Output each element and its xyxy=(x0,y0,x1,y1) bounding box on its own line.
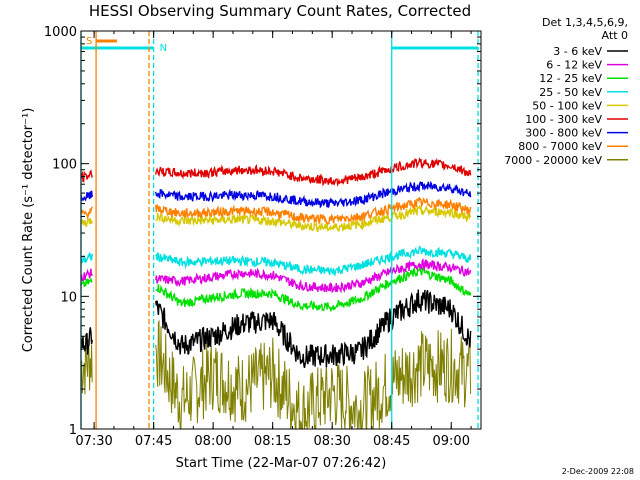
legend-label: 3 - 6 keV xyxy=(553,45,602,58)
legend-label: 800 - 7000 keV xyxy=(518,140,602,153)
series-line xyxy=(80,204,472,233)
saa-flag-label: S xyxy=(86,36,92,47)
x-tick-label: 08:15 xyxy=(254,434,291,449)
y-tick-label: 1000 xyxy=(44,25,77,40)
legend-label: 100 - 300 keV xyxy=(525,113,602,126)
y-tick-label: 1 xyxy=(69,423,77,438)
legend-header-line-2: Att 0 xyxy=(602,29,628,42)
series-line xyxy=(80,156,472,187)
x-tick-label: 09:00 xyxy=(433,434,470,449)
x-tick-label: 08:30 xyxy=(313,434,350,449)
legend-label: 25 - 50 keV xyxy=(539,86,602,99)
legend-label: 7000 - 20000 keV xyxy=(504,154,602,167)
y-axis-label: Corrected Count Rate (s⁻¹ detector⁻¹) xyxy=(21,108,36,353)
legend-label: 6 - 12 keV xyxy=(546,59,602,72)
night-flag-label: N xyxy=(160,43,167,54)
legend-label: 300 - 800 keV xyxy=(525,127,602,140)
series-line xyxy=(80,258,472,294)
series-line xyxy=(80,319,472,430)
chart-title: HESSI Observing Summary Count Rates, Cor… xyxy=(89,2,471,20)
series-line xyxy=(80,196,472,226)
y-tick-label: 10 xyxy=(60,290,77,305)
x-tick-label: 07:30 xyxy=(75,434,112,449)
series-line xyxy=(80,180,472,209)
x-tick-label: 07:45 xyxy=(135,434,172,449)
series-line xyxy=(80,289,472,369)
y-tick-label: 100 xyxy=(52,158,77,173)
legend-label: 50 - 100 keV xyxy=(532,99,602,112)
plot-frame xyxy=(80,30,482,430)
x-tick-label: 08:00 xyxy=(194,434,231,449)
series-line xyxy=(80,266,472,313)
legend-header-line-1: Det 1,3,4,5,6,9, xyxy=(542,16,628,29)
footer-timestamp: 2-Dec-2009 22:08 xyxy=(562,467,634,476)
x-axis-label: Start Time (22-Mar-07 07:26:42) xyxy=(176,456,387,471)
x-tick-label: 08:45 xyxy=(373,434,410,449)
legend-label: 12 - 25 keV xyxy=(539,72,602,85)
series-line xyxy=(80,245,472,276)
